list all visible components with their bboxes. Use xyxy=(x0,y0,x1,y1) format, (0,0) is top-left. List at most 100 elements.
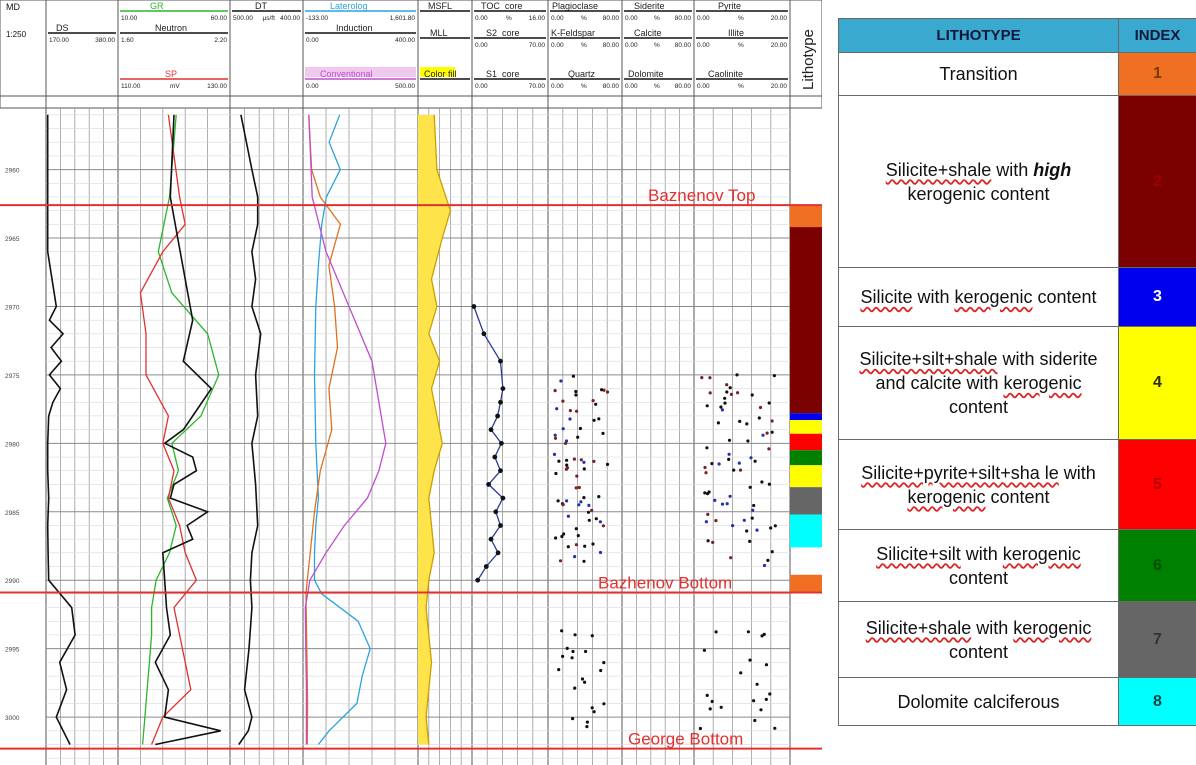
mineral-point xyxy=(761,433,765,437)
mineral-point xyxy=(769,526,773,530)
mineral-point xyxy=(590,508,594,512)
mineral-point xyxy=(577,485,581,490)
legend-row: Silicite+silt with kerogenic content 6 xyxy=(838,529,1196,602)
curve-neutron xyxy=(154,114,221,746)
track-header-unit: % xyxy=(581,42,587,49)
mineral-point xyxy=(585,725,589,729)
lithotype-legend-table: LITHOTYPE INDEX Transition 1 Silicite+shal… xyxy=(838,18,1196,726)
track-header-unit: % xyxy=(506,15,512,22)
depth-tick-label: 2960 xyxy=(5,168,20,175)
mineral-point xyxy=(566,514,571,518)
mineral-point xyxy=(739,671,743,675)
mineral-point xyxy=(565,499,569,503)
mineral-point xyxy=(768,692,772,696)
mineral-point xyxy=(598,550,603,555)
mineral-point xyxy=(707,490,711,494)
legend-text-part: with xyxy=(1058,462,1096,483)
mineral-point xyxy=(767,401,771,405)
mineral-point xyxy=(571,649,575,654)
legend-header-row: LITHOTYPE INDEX xyxy=(838,18,1196,53)
mineral-point xyxy=(576,435,580,439)
track-header-min: 110.00 xyxy=(121,83,141,90)
track-header-min: 0.00 xyxy=(625,83,638,90)
track-header-unit: µs/ft xyxy=(263,15,276,22)
mineral-point xyxy=(575,409,579,413)
mineral-point xyxy=(755,682,759,686)
mineral-point xyxy=(755,528,759,532)
md-label: MD xyxy=(6,2,20,12)
mineral-point xyxy=(587,518,591,522)
mineral-point xyxy=(601,431,605,435)
mineral-point xyxy=(748,539,752,544)
mineral-point xyxy=(728,386,732,390)
mineral-point xyxy=(764,663,769,667)
toc-core-point xyxy=(498,358,503,364)
track-header-min: 0.00 xyxy=(625,15,638,22)
mineral-point xyxy=(738,419,742,423)
lithotype-block xyxy=(790,420,822,434)
track-header-max: 70.00 xyxy=(529,83,546,90)
mineral-point xyxy=(725,502,729,506)
mineral-point xyxy=(723,401,727,405)
lithotype-block xyxy=(790,413,822,421)
mineral-point xyxy=(555,407,559,411)
legend-text-part: kerogenic xyxy=(1013,617,1092,638)
mineral-point xyxy=(703,465,707,470)
legend-row: Silicite+pyrite+silt+sha le with kerogen… xyxy=(838,439,1196,530)
mineral-point xyxy=(572,457,577,461)
mineral-point xyxy=(708,707,712,711)
track-header-name: Plagioclase xyxy=(552,1,598,11)
mineral-point xyxy=(558,559,563,563)
track-header-name: Caolinite xyxy=(708,69,743,79)
track-header-name: Color fill xyxy=(424,69,457,79)
mineral-point xyxy=(710,462,714,466)
depth-tick-label: 2965 xyxy=(5,236,20,243)
track-header-min: 0.00 xyxy=(551,42,564,49)
track-header-min: 0.00 xyxy=(551,15,564,22)
mineral-point xyxy=(729,556,733,560)
track-header-max: 400.00 xyxy=(280,15,300,22)
mineral-point xyxy=(738,468,743,472)
mineral-point xyxy=(746,439,750,443)
track-header-min: 0.00 xyxy=(306,37,319,44)
toc-core-point xyxy=(475,577,481,583)
track-header-max: 20.00 xyxy=(771,42,788,49)
legend-row: Silicite+silt+shale with siderite and ca… xyxy=(838,326,1196,440)
track-header-max: 80.00 xyxy=(603,83,620,90)
mineral-point xyxy=(698,726,703,731)
depth-tick-label: 2985 xyxy=(5,510,20,517)
toc-core-point xyxy=(495,550,501,556)
legend-lithotype-desc: Transition xyxy=(838,52,1119,96)
mineral-point xyxy=(574,543,579,547)
mineral-point xyxy=(561,427,565,431)
toc-core-point xyxy=(492,454,498,460)
track-header-unit: % xyxy=(581,15,587,22)
mineral-point xyxy=(601,524,606,528)
track-header-unit: % xyxy=(654,15,660,22)
mineral-point xyxy=(702,648,707,652)
track-header-name: Calcite xyxy=(634,28,662,38)
mineral-point xyxy=(591,542,595,546)
toc-core-point xyxy=(498,399,503,405)
track-header-max: 130.00 xyxy=(207,83,227,90)
mineral-point xyxy=(710,699,714,704)
mineral-point xyxy=(585,720,590,724)
mineral-point xyxy=(573,633,577,637)
track-header-max: 80.00 xyxy=(675,42,692,49)
mineral-point xyxy=(583,544,587,548)
mineral-point xyxy=(602,661,606,665)
legend-row: Silicite+shale with high kerogenic conte… xyxy=(838,95,1196,268)
toc-core-point xyxy=(498,523,503,528)
mineral-point xyxy=(591,399,595,403)
curve-conventional xyxy=(304,114,387,745)
legend-header-index: INDEX xyxy=(1118,18,1196,53)
track-header-unit: % xyxy=(738,42,744,49)
mineral-point xyxy=(708,391,712,395)
track-header-max: 400.00 xyxy=(395,37,415,44)
track-header-max: 70.00 xyxy=(529,42,546,49)
mineral-point xyxy=(750,393,754,397)
curve-ds xyxy=(46,114,76,745)
legend-text-part: content xyxy=(948,641,1009,662)
legend-index-cell: 5 xyxy=(1118,439,1196,530)
track-header-min: 1.60 xyxy=(121,37,134,44)
